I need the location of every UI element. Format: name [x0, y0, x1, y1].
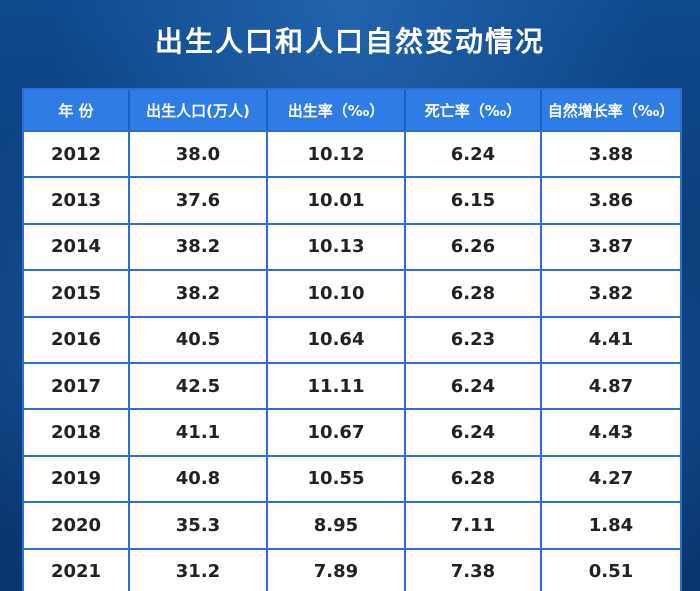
table-row: 2013 37.6 10.01 6.15 3.86: [24, 176, 680, 223]
cell-death-rate: 6.15: [406, 176, 542, 223]
table-row: 2014 38.2 10.13 6.26 3.87: [24, 222, 680, 270]
cell-year: 2013: [24, 176, 130, 223]
cell-birth-rate: 8.95: [268, 501, 406, 548]
cell-birth-rate: 10.10: [268, 269, 406, 316]
table-row: 2018 41.1 10.67 6.24 4.43: [24, 408, 680, 455]
table-body: 2012 38.0 10.12 6.24 3.88 2013 37.6 10.01 6.15 3.…: [24, 130, 680, 591]
cell-death-rate: 7.38: [406, 547, 542, 591]
cell-births: 38.0: [130, 130, 268, 177]
table-header-row: 年 份 出生人口(万人) 出生率（‰） 死亡率（‰） 自然增长率（‰）: [24, 90, 680, 130]
cell-birth-rate: 10.01: [268, 176, 406, 223]
cell-birth-rate: 10.67: [268, 408, 406, 455]
cell-natural-growth-rate: 3.86: [542, 176, 680, 223]
cell-death-rate: 6.28: [406, 454, 542, 502]
cell-year: 2015: [24, 269, 130, 316]
table-row: 2020 35.3 8.95 7.11 1.84: [24, 501, 680, 548]
cell-death-rate: 6.24: [406, 361, 542, 409]
population-table: 年 份 出生人口(万人) 出生率（‰） 死亡率（‰） 自然增长率（‰） 2012…: [22, 88, 682, 591]
header-death-rate: 死亡率（‰）: [406, 90, 542, 130]
cell-births: 40.5: [130, 315, 268, 362]
cell-birth-rate: 10.55: [268, 454, 406, 502]
cell-birth-rate: 10.12: [268, 130, 406, 177]
cell-natural-growth-rate: 3.88: [542, 130, 680, 177]
cell-death-rate: 6.24: [406, 130, 542, 177]
cell-birth-rate: 10.13: [268, 222, 406, 270]
cell-year: 2018: [24, 408, 130, 455]
cell-births: 31.2: [130, 547, 268, 591]
cell-death-rate: 6.23: [406, 315, 542, 362]
cell-death-rate: 6.28: [406, 269, 542, 316]
cell-natural-growth-rate: 4.43: [542, 408, 680, 455]
data-table-wrapper: 年 份 出生人口(万人) 出生率（‰） 死亡率（‰） 自然增长率（‰） 2012…: [22, 88, 682, 591]
cell-birth-rate: 11.11: [268, 361, 406, 409]
cell-natural-growth-rate: 1.84: [542, 501, 680, 548]
cell-death-rate: 6.24: [406, 408, 542, 455]
cell-natural-growth-rate: 4.27: [542, 454, 680, 502]
cell-births: 40.8: [130, 454, 268, 502]
cell-natural-growth-rate: 3.87: [542, 222, 680, 270]
cell-births: 42.5: [130, 361, 268, 409]
cell-births: 38.2: [130, 222, 268, 270]
cell-births: 41.1: [130, 408, 268, 455]
cell-birth-rate: 10.64: [268, 315, 406, 362]
cell-natural-growth-rate: 4.87: [542, 361, 680, 409]
cell-year: 2017: [24, 361, 130, 409]
header-birth-rate: 出生率（‰）: [268, 90, 406, 130]
cell-year: 2020: [24, 501, 130, 548]
table-row: 2019 40.8 10.55 6.28 4.27: [24, 454, 680, 502]
cell-births: 35.3: [130, 501, 268, 548]
header-natural-growth-rate: 自然增长率（‰）: [542, 90, 680, 130]
page-title: 出生人口和人口自然变动情况: [154, 25, 545, 58]
header-births: 出生人口(万人): [130, 90, 268, 130]
cell-death-rate: 7.11: [406, 501, 542, 548]
table-row: 2015 38.2 10.10 6.28 3.82: [24, 269, 680, 316]
cell-death-rate: 6.26: [406, 222, 542, 270]
table-row: 2012 38.0 10.12 6.24 3.88: [24, 130, 680, 177]
cell-natural-growth-rate: 3.82: [542, 269, 680, 316]
table-row: 2016 40.5 10.64 6.23 4.41: [24, 315, 680, 362]
cell-year: 2012: [24, 130, 130, 177]
cell-natural-growth-rate: 4.41: [542, 315, 680, 362]
cell-year: 2016: [24, 315, 130, 362]
header-year: 年 份: [24, 90, 130, 130]
cell-natural-growth-rate: 0.51: [542, 547, 680, 591]
cell-year: 2019: [24, 454, 130, 502]
cell-births: 37.6: [130, 176, 268, 223]
table-row: 2021 31.2 7.89 7.38 0.51: [24, 547, 680, 591]
cell-birth-rate: 7.89: [268, 547, 406, 591]
cell-births: 38.2: [130, 269, 268, 316]
table-row: 2017 42.5 11.11 6.24 4.87: [24, 361, 680, 409]
cell-year: 2021: [24, 547, 130, 591]
cell-year: 2014: [24, 222, 130, 270]
